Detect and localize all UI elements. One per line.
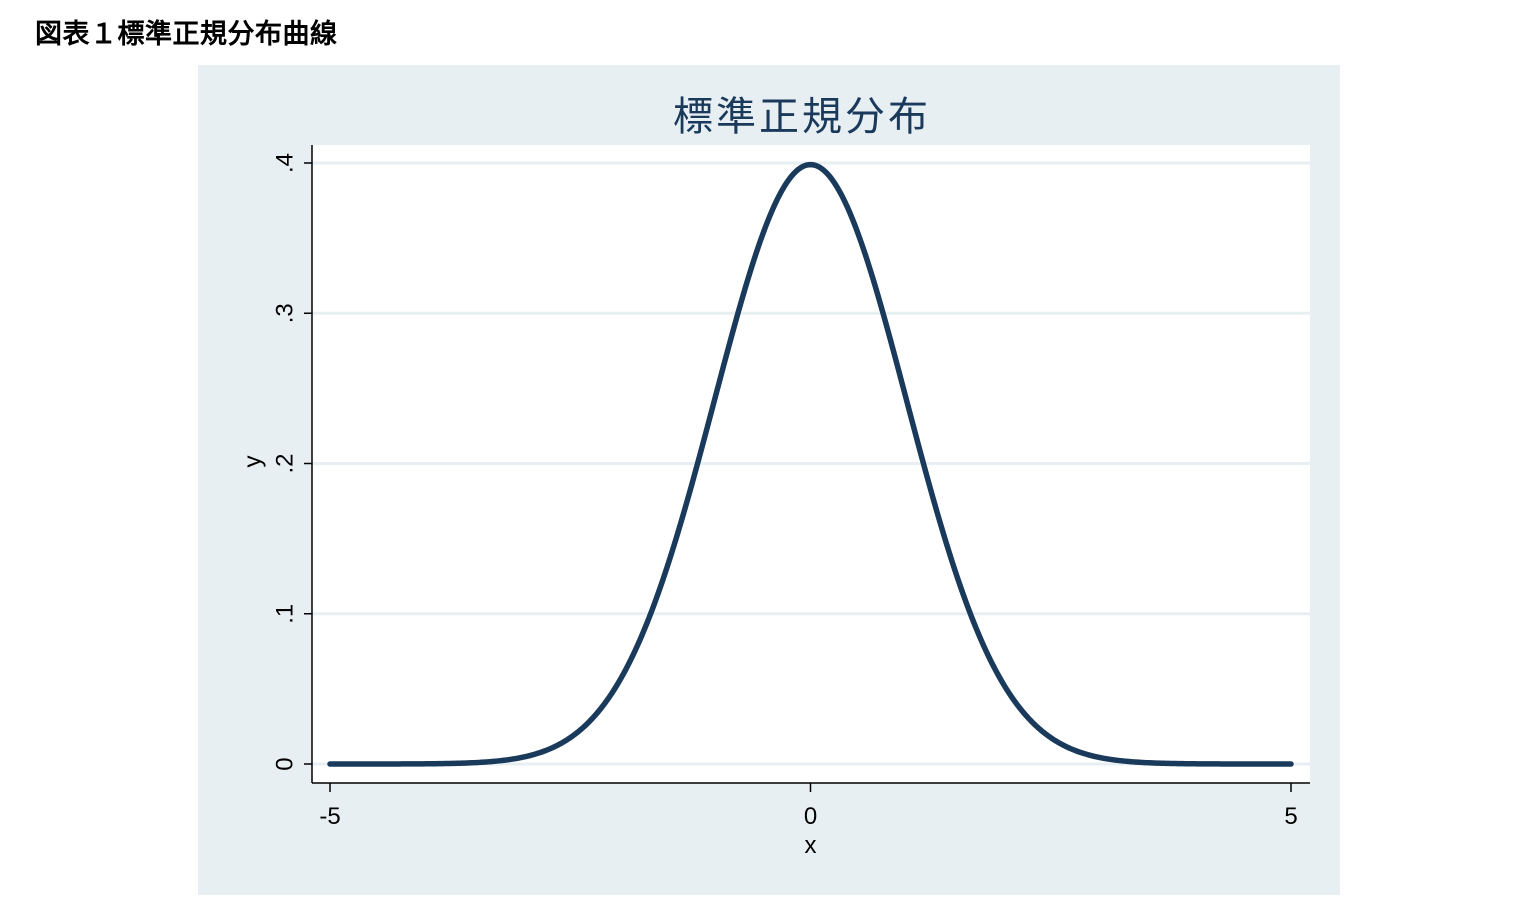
y-tick-label: .1 (271, 604, 298, 624)
chart-title: 標準正規分布 (673, 94, 931, 140)
y-tick-label: .4 (271, 153, 298, 173)
y-axis-label: y (239, 456, 266, 468)
normal-distribution-chart: 0 .1 .2 .3 .4 -5 0 5 標準正規分布 x y (198, 65, 1340, 895)
chart-container: 0 .1 .2 .3 .4 -5 0 5 標準正規分布 x y (198, 65, 1340, 895)
y-tick-label: .2 (271, 453, 298, 473)
y-tick-label: .3 (271, 303, 298, 323)
density-curve (327, 161, 1294, 767)
x-tick-label: 0 (804, 803, 817, 830)
x-tick-label: -5 (319, 803, 340, 830)
x-axis-label: x (805, 832, 817, 859)
figure-caption: 図表１標準正規分布曲線 (35, 19, 338, 50)
axes: 0 .1 .2 .3 .4 -5 0 5 (271, 145, 1310, 830)
y-tick-label: 0 (271, 757, 298, 770)
x-tick-label: 5 (1284, 803, 1297, 830)
